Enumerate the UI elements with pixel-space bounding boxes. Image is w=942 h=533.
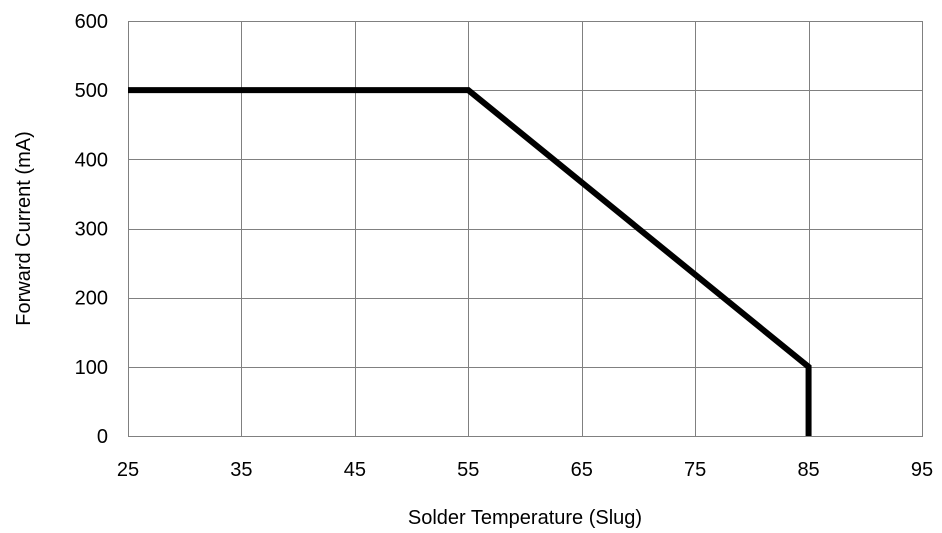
y-tick-label-3: 300 — [75, 219, 108, 241]
series-group — [128, 87, 812, 436]
x-tick-label-4: 65 — [571, 459, 593, 481]
grid-lines — [128, 21, 923, 437]
x-tick-label-5: 75 — [684, 459, 706, 481]
x-tick-label-7: 95 — [911, 459, 933, 481]
y-tick-label-1: 100 — [75, 357, 108, 379]
y-axis-title: Forward Current (mA) — [13, 131, 35, 325]
y-axis-tick-labels: 0 100 200 300 400 500 600 — [75, 11, 108, 448]
x-tick-label-1: 35 — [230, 459, 252, 481]
x-axis-tick-labels: 25 35 45 55 65 75 85 95 — [117, 459, 933, 481]
x-tick-label-3: 55 — [457, 459, 479, 481]
y-tick-label-4: 400 — [75, 149, 108, 171]
y-tick-label-5: 500 — [75, 80, 108, 102]
x-axis-title: Solder Temperature (Slug) — [408, 507, 642, 529]
plot-area-border — [128, 21, 923, 437]
series-line-0 — [128, 87, 812, 436]
x-tick-label-6: 85 — [797, 459, 819, 481]
y-tick-label-2: 200 — [75, 288, 108, 310]
y-tick-label-0: 0 — [97, 426, 108, 448]
x-tick-label-2: 45 — [344, 459, 366, 481]
x-tick-label-0: 25 — [117, 459, 139, 481]
y-tick-label-6: 600 — [75, 11, 108, 33]
